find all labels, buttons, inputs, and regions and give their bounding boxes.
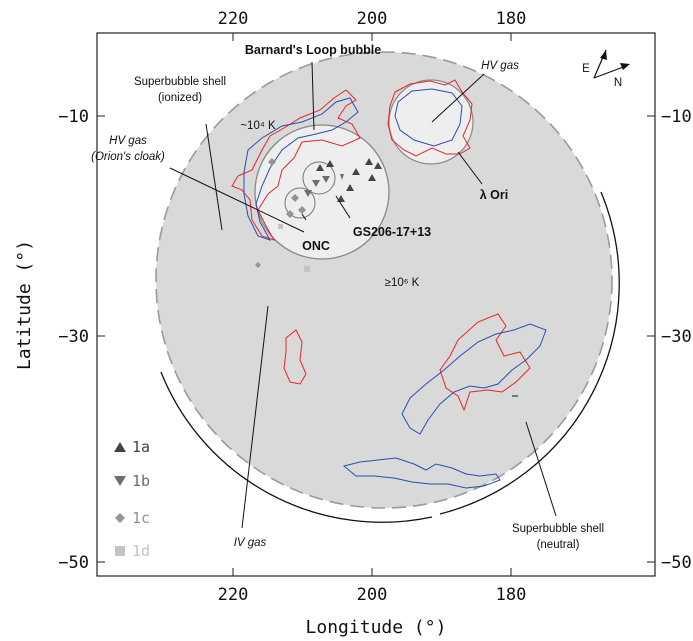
iv-southern-blue-contour <box>342 457 501 489</box>
axis-ticks <box>97 33 655 576</box>
marker-1a <box>326 160 334 167</box>
marker-1a <box>368 174 376 181</box>
label-hv-gas-cloak-sub: (Orion's cloak) <box>91 151 165 163</box>
marker-1d <box>304 266 310 272</box>
label-hv-gas-lambda: HV gas <box>481 60 519 72</box>
legend-label-1c: 1c <box>132 509 150 527</box>
x-tick-label: 220 <box>218 585 249 605</box>
marker-1a <box>316 164 324 171</box>
top-tick-label: 220 <box>218 9 249 29</box>
compass-east-label: E <box>582 63 590 75</box>
label-shell-ionized: Superbubble shell <box>134 76 226 88</box>
iv-ridge-blue-contour <box>401 323 547 435</box>
x-tick-label: 180 <box>496 585 527 605</box>
marker-1b <box>340 174 344 180</box>
compass-north-label: N <box>614 77 622 89</box>
right-tick-label: −50 <box>661 553 692 573</box>
lambda-ori-bubble <box>388 79 474 165</box>
top-tick-label: 200 <box>357 9 388 29</box>
lambda-ori-blue-contour <box>394 88 463 147</box>
label-barnards-loop: Barnard's Loop bubble <box>245 43 381 57</box>
label-shell-neutral: Superbubble shell <box>512 523 604 535</box>
compass: E N <box>582 49 630 89</box>
right-tick-label: −10 <box>661 107 692 127</box>
label-shell-ionized-sub: (ionized) <box>158 92 202 104</box>
legend-label-1b: 1b <box>132 472 150 490</box>
orions-cloak-red-contour <box>231 89 361 241</box>
label-iv-gas: IV gas <box>234 537 267 549</box>
marker-1c <box>286 210 294 218</box>
marker-1b <box>312 180 320 187</box>
marker-1a <box>352 168 360 175</box>
neutral-shell-arc-bottom <box>160 371 433 523</box>
y-tick-label: −10 <box>58 107 89 127</box>
legend-label-1d: 1d <box>132 542 150 560</box>
x-axis-title: Longitude (°) <box>306 617 447 638</box>
onc-ring <box>284 187 316 219</box>
marker-1c <box>298 206 306 214</box>
top-tick-label: 180 <box>496 9 527 29</box>
marker-1c <box>291 194 299 202</box>
legend-marker-1d <box>115 546 125 556</box>
label-onc: ONC <box>302 239 330 253</box>
iv-ridge-red-contour <box>439 313 531 412</box>
x-tick-label: 200 <box>357 585 388 605</box>
annotation-leaders <box>169 61 557 529</box>
barnards-loop-bubble <box>254 124 390 260</box>
marker-1a <box>365 158 373 165</box>
neutral-shell-arc-right <box>439 191 620 515</box>
cluster-1d-markers <box>278 224 310 272</box>
cluster-1b-markers <box>304 174 344 197</box>
legend-marker-1a <box>114 442 126 452</box>
label-hv-gas-cloak: HV gas <box>109 135 147 147</box>
orions-cloak-blue-contour <box>243 97 359 241</box>
label-lambda-ori: λ Ori <box>480 188 509 202</box>
legend: 1a 1b 1c 1d <box>114 438 150 560</box>
gs206-ring <box>302 161 336 195</box>
label-shell-neutral-sub: (neutral) <box>537 539 580 551</box>
right-tick-label: −30 <box>661 327 692 347</box>
cluster-1c-markers <box>255 158 306 268</box>
label-gs206: GS206-17+13 <box>353 225 431 239</box>
marker-1d <box>278 224 283 229</box>
marker-1a <box>374 162 382 169</box>
label-temp-1e4: ~10⁴ K <box>240 120 276 132</box>
y-tick-label: −50 <box>58 553 89 573</box>
y-tick-label: −30 <box>58 327 89 347</box>
y-axis-title: Latitude (°) <box>14 240 35 370</box>
marker-1a <box>346 184 354 191</box>
marker-1c <box>268 158 276 166</box>
iv-cloud-red-contour <box>283 329 307 385</box>
legend-label-1a: 1a <box>132 438 150 456</box>
legend-marker-1b <box>114 476 126 486</box>
marker-1b <box>322 176 330 183</box>
label-temp-1e6: ≥10⁶ K <box>385 277 420 289</box>
legend-marker-1c <box>115 513 125 523</box>
lambda-ori-red-contour <box>387 79 473 157</box>
marker-1c <box>255 262 261 268</box>
marker-1b <box>304 190 312 197</box>
